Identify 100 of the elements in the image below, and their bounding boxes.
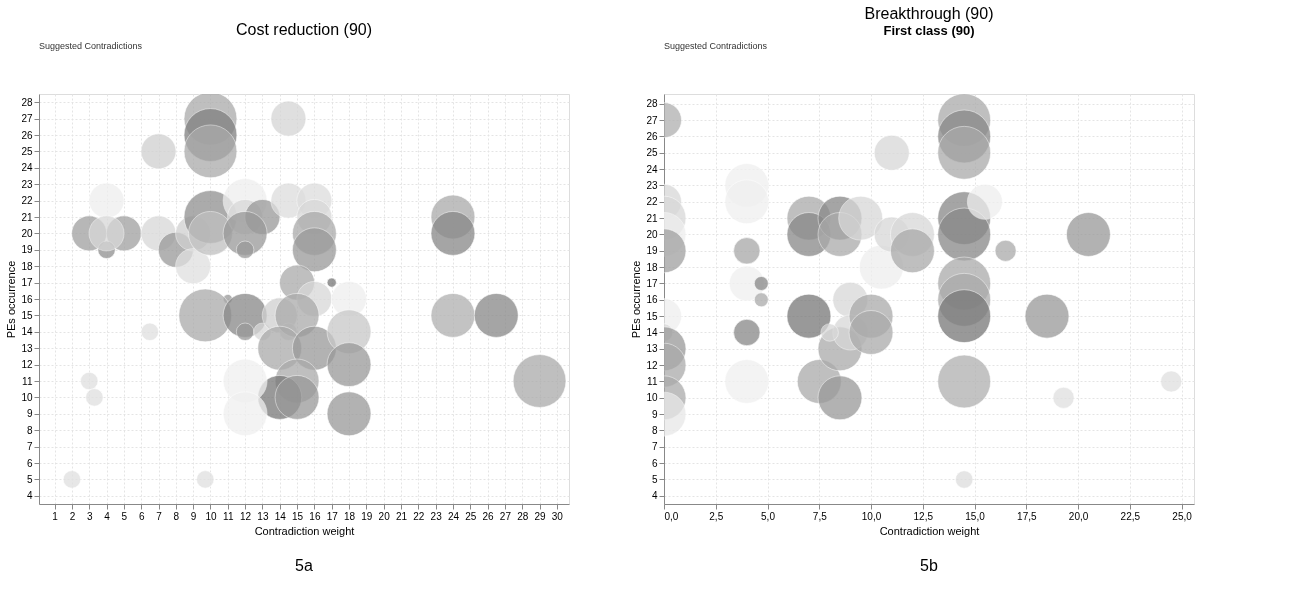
text: Suggested Contradictions xyxy=(39,41,143,51)
x-tick-label: 11 xyxy=(223,510,234,522)
y-tick-label: 8 xyxy=(26,424,33,436)
x-tick-label: 25,0 xyxy=(1172,510,1193,522)
x-tick-label: 7 xyxy=(156,510,163,522)
y-tick-label: 12 xyxy=(21,359,33,371)
x-tick-label: 20 xyxy=(378,510,391,522)
x-tick-label: 18 xyxy=(343,510,356,522)
x-tick-label: 1 xyxy=(52,510,59,522)
y-tick-label: 11 xyxy=(647,375,658,387)
y-axis-title: PEs occurrence xyxy=(630,260,643,339)
y-tick-label: 28 xyxy=(21,96,33,108)
y-axis-title: PEs occurrence xyxy=(5,260,18,339)
y-tick-label: 18 xyxy=(646,261,658,273)
y-tick-label: 11 xyxy=(22,375,33,387)
x-tick-label: 8 xyxy=(173,510,180,522)
text: 5b xyxy=(920,557,938,574)
x-tick-label: 12 xyxy=(240,510,252,522)
y-tick-label: 8 xyxy=(651,424,658,436)
x-tick-label: 21 xyxy=(395,510,408,522)
x-tick-label: 12,5 xyxy=(913,510,934,522)
x-tick-label: 15,0 xyxy=(965,510,986,522)
y-tick-label: 7 xyxy=(651,441,658,453)
y-tick-label: 16 xyxy=(646,294,658,306)
y-tick-label: 15 xyxy=(646,310,658,322)
x-tick-label: 17 xyxy=(326,510,339,522)
x-tick-label: 10 xyxy=(205,510,217,522)
y-tick-label: 10 xyxy=(21,391,33,403)
x-tick-label: 22 xyxy=(413,510,425,522)
x-tick-label: 25 xyxy=(465,510,477,522)
x-tick-label: 5 xyxy=(121,510,128,522)
x-tick-label: 28 xyxy=(517,510,529,522)
y-tick-label: 26 xyxy=(646,130,658,142)
chart-subtitle: First class (90) xyxy=(883,23,975,38)
y-tick-label: 13 xyxy=(21,342,33,354)
x-tick-label: 27 xyxy=(499,510,512,522)
y-tick-label: 20 xyxy=(21,227,33,239)
y-tick-label: 27 xyxy=(646,114,658,126)
chart-title: Cost reduction (90) xyxy=(235,21,373,38)
y-tick-label: 25 xyxy=(646,147,658,159)
y-tick-label: 14 xyxy=(21,326,33,338)
x-tick-label: 5,0 xyxy=(761,510,776,522)
y-tick-label: 24 xyxy=(21,162,33,174)
text: Suggested Contradictions xyxy=(664,41,768,51)
x-tick-label: 29 xyxy=(534,510,547,522)
x-tick-label: 26 xyxy=(482,510,495,522)
x-tick-label: 23 xyxy=(430,510,443,522)
y-tick-label: 23 xyxy=(646,179,658,191)
y-tick-label: 5 xyxy=(651,474,658,485)
y-tick-label: 6 xyxy=(26,457,33,469)
x-axis-title: Contradiction weight xyxy=(254,524,355,537)
y-tick-label: 21 xyxy=(21,211,33,223)
x-tick-label: 9 xyxy=(190,510,197,522)
y-tick-label: 22 xyxy=(646,196,658,208)
y-tick-label: 9 xyxy=(651,408,658,420)
chart-title: Breakthrough (90) xyxy=(864,5,994,22)
y-tick-label: 19 xyxy=(21,244,33,256)
y-tick-label: 24 xyxy=(646,163,658,175)
x-tick-label: 15 xyxy=(292,510,304,522)
y-tick-label: 6 xyxy=(651,457,658,469)
x-tick-label: 16 xyxy=(309,510,321,522)
x-tick-label: 2 xyxy=(69,510,76,522)
y-tick-label: 28 xyxy=(646,98,658,110)
y-tick-label: 10 xyxy=(646,392,658,404)
y-tick-label: 27 xyxy=(21,113,33,125)
x-tick-label: 17,5 xyxy=(1017,510,1037,522)
x-tick-label: 4 xyxy=(104,510,111,522)
y-tick-label: 22 xyxy=(21,195,33,207)
text: 5a xyxy=(295,557,313,574)
x-tick-label: 3 xyxy=(86,510,93,522)
y-tick-label: 16 xyxy=(21,293,33,305)
y-tick-label: 21 xyxy=(646,212,658,224)
y-tick-label: 7 xyxy=(26,441,33,453)
y-tick-label: 18 xyxy=(21,260,33,272)
x-axis-title: Contradiction weight xyxy=(879,524,980,537)
y-tick-label: 15 xyxy=(21,309,33,321)
x-tick-label: 13 xyxy=(257,510,269,522)
y-tick-label: 17 xyxy=(646,277,658,289)
x-tick-label: 10,0 xyxy=(861,510,882,522)
y-tick-label: 5 xyxy=(26,473,33,485)
x-tick-label: 2,5 xyxy=(709,510,724,522)
x-tick-label: 7,5 xyxy=(812,510,828,522)
y-tick-label: 4 xyxy=(26,490,33,502)
y-tick-label: 20 xyxy=(646,228,658,240)
y-tick-label: 26 xyxy=(21,129,33,141)
y-tick-label: 19 xyxy=(646,245,658,257)
x-tick-label: 24 xyxy=(447,510,460,522)
x-tick-label: 14 xyxy=(274,510,287,522)
x-tick-label: 22,5 xyxy=(1120,510,1141,522)
y-tick-label: 14 xyxy=(646,326,658,338)
x-tick-label: 30 xyxy=(551,510,564,522)
y-tick-label: 25 xyxy=(21,145,33,157)
y-tick-label: 23 xyxy=(21,178,33,190)
x-tick-label: 19 xyxy=(361,510,373,522)
x-tick-label: 20,0 xyxy=(1068,510,1089,522)
y-tick-label: 4 xyxy=(651,490,658,502)
x-tick-label: 6 xyxy=(138,510,145,522)
y-tick-label: 12 xyxy=(646,359,658,371)
y-tick-label: 17 xyxy=(21,277,33,289)
y-tick-label: 13 xyxy=(646,343,658,355)
